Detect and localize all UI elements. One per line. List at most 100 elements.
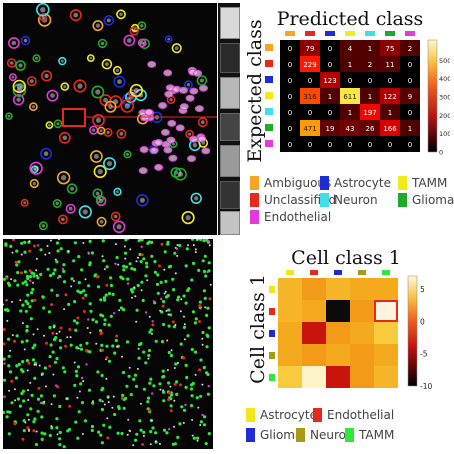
matrix-cell (340, 72, 360, 88)
other-point (69, 336, 72, 339)
cell-marker (12, 79, 26, 94)
tamm-point (25, 328, 29, 333)
tamm-point (56, 249, 60, 253)
tamm-point (40, 415, 44, 419)
matrix-cell (300, 136, 320, 152)
other-point (166, 339, 169, 342)
other-point (77, 347, 80, 350)
other-point (56, 433, 59, 436)
tamm-point (79, 290, 83, 294)
other-point (128, 429, 131, 432)
other-point (72, 280, 75, 282)
cell-nucleus (194, 196, 199, 201)
cell-marker (197, 117, 208, 128)
legend-swatch (313, 408, 322, 422)
cell-nucleus (61, 217, 65, 222)
matrix-cell (400, 88, 420, 104)
tamm-point (55, 417, 59, 421)
tamm-point (202, 269, 207, 274)
matrix-cell-value: 0 (328, 45, 332, 53)
tamm-point (26, 302, 30, 306)
cell-nucleus (132, 29, 136, 33)
tamm-point (47, 310, 52, 314)
tamm-point (50, 288, 54, 292)
endothelial-point (140, 253, 144, 257)
tamm-point (139, 238, 143, 242)
other-point (19, 299, 22, 302)
tamm-point (101, 239, 105, 243)
endothelial-point (27, 361, 31, 365)
row-color-tab (269, 286, 275, 293)
legend-label: TAMM (412, 176, 448, 190)
tamm-point (189, 404, 194, 408)
tamm-point (109, 276, 113, 280)
tamm-point (8, 370, 13, 374)
matrix-cell (380, 120, 400, 136)
other-point (103, 268, 106, 271)
tamm-point (33, 417, 37, 421)
matrix-cell-value: 1 (348, 61, 352, 69)
tamm-point (194, 317, 198, 321)
matrix-cell (320, 120, 340, 136)
tamm-point (17, 260, 21, 264)
tamm-point (34, 442, 39, 447)
tamm-point (62, 263, 66, 267)
tamm-point (173, 251, 177, 255)
tamm-point (146, 241, 150, 245)
tamm-point (129, 288, 133, 292)
other-point (170, 349, 173, 352)
endothelial-point (28, 269, 32, 273)
cell-nucleus (100, 41, 105, 46)
endothelial-cell (164, 90, 174, 98)
tamm-point (133, 373, 138, 377)
legend-item: Astrocyte (320, 176, 391, 190)
cell-marker (137, 38, 147, 48)
tamm-point (113, 351, 117, 355)
tamm-point (9, 244, 13, 248)
tamm-point (133, 267, 137, 272)
other-point (183, 323, 186, 326)
tamm-point (23, 250, 27, 254)
cell-nucleus (119, 131, 124, 136)
tamm-point (176, 435, 180, 439)
cell-marker (26, 76, 37, 87)
other-point (32, 281, 34, 284)
tamm-point (87, 388, 92, 392)
other-point (174, 324, 177, 326)
other-point (150, 419, 153, 422)
tamm-point (26, 413, 30, 417)
tamm-point (74, 420, 78, 424)
endothelial-point (148, 408, 152, 412)
zoom-tile (220, 7, 240, 39)
matrix-cell (400, 104, 420, 120)
other-point (44, 385, 47, 388)
tamm-point (205, 313, 209, 317)
tamm-point (52, 394, 57, 398)
other-point (158, 442, 161, 445)
tamm-point (62, 445, 66, 449)
highlight-box[interactable] (374, 300, 398, 322)
endothelial-cell (160, 128, 170, 136)
tamm-point (76, 365, 81, 369)
interaction-heatmap: 5 0 -5 -10 (269, 270, 432, 391)
other-point (48, 252, 51, 255)
tamm-point (20, 241, 24, 245)
tamm-point (182, 325, 187, 329)
endothelial-cell (163, 69, 173, 77)
tamm-point (180, 405, 184, 409)
tamm-point (167, 350, 171, 355)
cell-nucleus (174, 46, 179, 51)
selection-box[interactable] (62, 108, 86, 127)
tamm-point (124, 396, 128, 400)
other-point (191, 434, 194, 437)
tamm-point (42, 306, 46, 310)
tamm-point (7, 364, 11, 368)
endothelial-point (99, 332, 103, 336)
endothelial-cell (179, 86, 188, 94)
cell-marker (90, 150, 103, 163)
other-point (194, 373, 197, 376)
other-point (169, 385, 172, 388)
other-point (58, 238, 60, 241)
tamm-point (82, 289, 86, 293)
tamm-point (43, 366, 48, 370)
